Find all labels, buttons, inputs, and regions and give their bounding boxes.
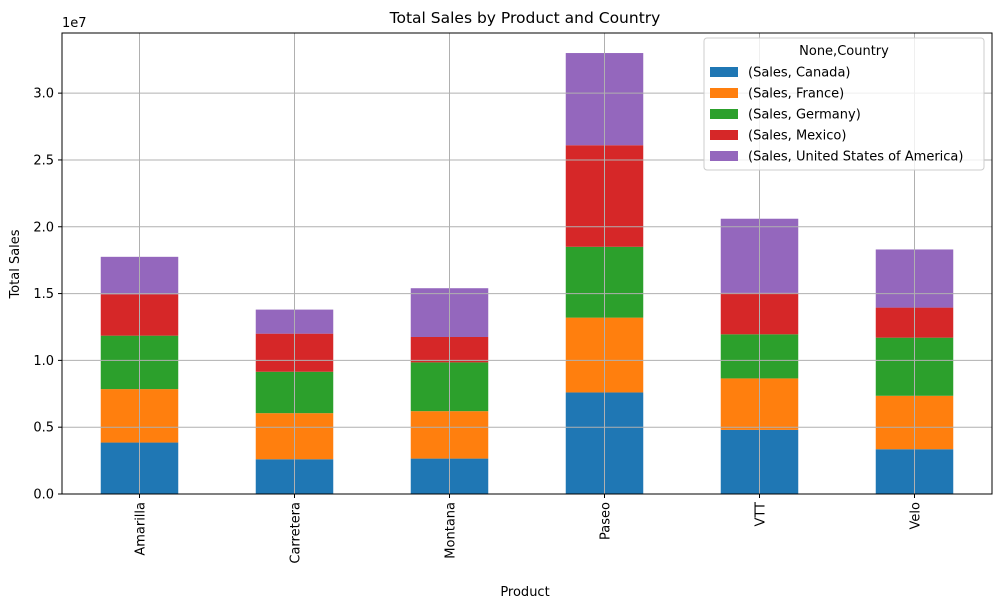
axes-frame [61,32,993,495]
legend-label-1: (Sales, France) [748,87,844,102]
chart-title: Total Sales by Product and Country [389,9,661,27]
x-tick-label-montana: Montana [444,502,459,559]
x-tick-label-amarilla: Amarilla [134,502,149,556]
legend-label-3: (Sales, Mexico) [748,129,846,144]
y-tick-label-3: 1.5 [33,287,54,302]
legend-swatch-4 [710,151,738,161]
legend: None,Country (Sales, Canada) (Sales, Franc… [703,37,985,171]
x-tick-label-vtt: VTT [754,502,769,527]
x-tick-label-paseo: Paseo [599,502,614,540]
y-tick-label-2: 1.0 [33,354,54,369]
legend-title: None,Country [799,44,889,59]
y-axis-title: Total Sales [8,229,23,299]
y-tick-label-0: 0.0 [33,488,54,503]
plot-area: 0.0 0.5 1.0 1.5 2.0 2.5 3.0 Amarilla Carretera Mo… [33,32,993,564]
legend-swatch-3 [710,130,738,140]
legend-swatch-2 [710,109,738,119]
legend-label-2: (Sales, Germany) [748,108,861,123]
legend-swatch-0 [710,67,738,77]
x-axis-title: Product [500,585,549,600]
legend-swatch-1 [710,88,738,98]
y-tick-label-6: 3.0 [33,87,54,102]
y-tick-label-5: 2.5 [33,153,54,168]
legend-box [703,37,985,171]
x-tick-label-velo: Velo [909,502,924,529]
y-tick-label-1: 0.5 [33,421,54,436]
legend-label-4: (Sales, United States of America) [748,150,963,165]
y-tick-label-4: 2.0 [33,220,54,235]
y-offset-text: 1e7 [62,16,87,31]
x-tick-label-carretera: Carretera [289,502,304,564]
legend-label-0: (Sales, Canada) [748,66,850,81]
